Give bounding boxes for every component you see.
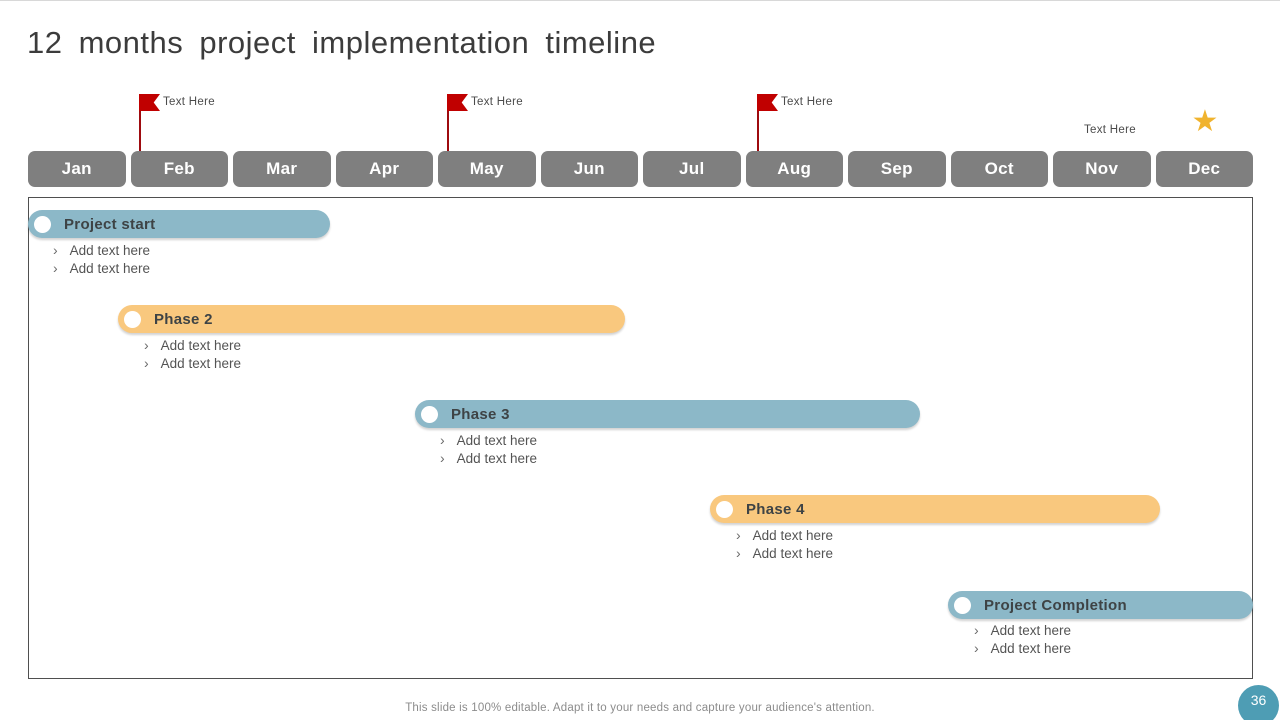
chevron-bullet-icon: › xyxy=(53,242,58,258)
bullet-item[interactable]: › Add text here xyxy=(144,355,241,373)
month-tab-jun[interactable]: Jun xyxy=(540,151,638,187)
bullet-text: Add text here xyxy=(160,338,241,353)
bullet-text: Add text here xyxy=(69,243,150,258)
bullet-item[interactable]: › Add text here xyxy=(736,527,833,545)
task-bullets: › Add text here › Add text here xyxy=(53,242,150,278)
month-tab-apr[interactable]: Apr xyxy=(335,151,433,187)
page-number: 36 xyxy=(1250,691,1267,708)
task-bullets: › Add text here › Add text here xyxy=(144,337,241,373)
bullet-item[interactable]: › Add text here xyxy=(736,545,833,563)
chevron-bullet-icon: › xyxy=(440,432,445,448)
month-tab-dec[interactable]: Dec xyxy=(1155,151,1253,187)
task-label: Phase 2 xyxy=(154,310,213,328)
task-dot-icon xyxy=(954,596,971,614)
text-placeholder[interactable]: Text Here xyxy=(1084,124,1136,136)
bullet-text: Add text here xyxy=(990,623,1071,638)
bullet-item[interactable]: › Add text here xyxy=(974,640,1071,658)
bullet-item[interactable]: › Add text here xyxy=(53,242,150,260)
bullet-text: Add text here xyxy=(752,546,833,561)
flag-icon xyxy=(757,94,778,111)
flag-icon xyxy=(447,94,468,111)
flag-icon xyxy=(139,94,160,111)
chevron-bullet-icon: › xyxy=(144,337,149,353)
task-bar-project-start[interactable]: Project start xyxy=(28,210,330,238)
task-label: Phase 4 xyxy=(746,500,805,518)
chevron-bullet-icon: › xyxy=(736,545,741,561)
task-bullets: › Add text here › Add text here xyxy=(440,432,537,468)
bullet-text: Add text here xyxy=(456,451,537,466)
month-tab-may[interactable]: May xyxy=(438,151,536,187)
flag-text-placeholder[interactable]: Text Here xyxy=(781,96,833,108)
bullet-text: Add text here xyxy=(456,433,537,448)
month-tab-sep[interactable]: Sep xyxy=(848,151,946,187)
month-tab-jul[interactable]: Jul xyxy=(643,151,741,187)
task-bar-project-completion[interactable]: Project Completion xyxy=(948,591,1253,619)
chevron-bullet-icon: › xyxy=(736,527,741,543)
bullet-text: Add text here xyxy=(160,356,241,371)
chevron-bullet-icon: › xyxy=(974,622,979,638)
month-tab-feb[interactable]: Feb xyxy=(130,151,228,187)
month-tab-oct[interactable]: Oct xyxy=(950,151,1048,187)
bullet-item[interactable]: › Add text here xyxy=(974,622,1071,640)
task-label: Phase 3 xyxy=(451,405,510,423)
month-tab-mar[interactable]: Mar xyxy=(233,151,331,187)
bullet-item[interactable]: › Add text here xyxy=(440,432,537,450)
chevron-bullet-icon: › xyxy=(974,640,979,656)
task-dot-icon xyxy=(34,215,51,233)
task-dot-icon xyxy=(716,500,733,518)
flag-pole xyxy=(447,96,449,151)
task-label: Project start xyxy=(64,215,156,233)
task-bar-phase-3[interactable]: Phase 3 xyxy=(415,400,920,428)
bullet-item[interactable]: › Add text here xyxy=(53,260,150,278)
bullet-text: Add text here xyxy=(752,528,833,543)
footer-note: This slide is 100% editable. Adapt it to… xyxy=(405,702,875,714)
flag-pole xyxy=(139,96,141,151)
task-bar-phase-4[interactable]: Phase 4 xyxy=(710,495,1160,523)
bullet-item[interactable]: › Add text here xyxy=(144,337,241,355)
task-bullets: › Add text here › Add text here xyxy=(736,527,833,563)
chevron-bullet-icon: › xyxy=(144,355,149,371)
bullet-text: Add text here xyxy=(990,641,1071,656)
page-number-badge: 36 xyxy=(1238,685,1279,720)
chevron-bullet-icon: › xyxy=(440,450,445,466)
task-dot-icon xyxy=(421,405,438,423)
star-icon: ★ xyxy=(1191,105,1219,138)
slide-title[interactable]: 12 months project implementation timelin… xyxy=(27,25,657,60)
month-tab-jan[interactable]: Jan xyxy=(28,151,126,187)
chevron-bullet-icon: › xyxy=(53,260,58,276)
month-tab-nov[interactable]: Nov xyxy=(1053,151,1151,187)
flag-text-placeholder[interactable]: Text Here xyxy=(163,96,215,108)
flag-text-placeholder[interactable]: Text Here xyxy=(471,96,523,108)
task-dot-icon xyxy=(124,310,141,328)
month-row: Jan Feb Mar Apr May Jun Jul Aug Sep Oct … xyxy=(28,151,1253,187)
task-bar-phase-2[interactable]: Phase 2 xyxy=(118,305,625,333)
bullet-item[interactable]: › Add text here xyxy=(440,450,537,468)
task-label: Project Completion xyxy=(984,596,1127,614)
month-tab-aug[interactable]: Aug xyxy=(745,151,843,187)
task-bullets: › Add text here › Add text here xyxy=(974,622,1071,658)
bullet-text: Add text here xyxy=(69,261,150,276)
flag-pole xyxy=(757,96,759,151)
